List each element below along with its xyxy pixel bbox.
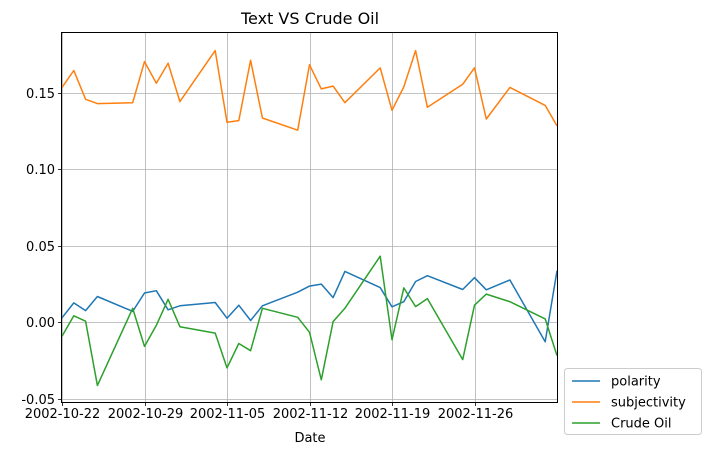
x-axis-label: Date xyxy=(294,431,325,446)
chart-title: Text VS Crude Oil xyxy=(240,9,379,28)
x-tick-label-4: 2002-11-19 xyxy=(355,407,431,422)
x-tick-label-1: 2002-10-29 xyxy=(108,407,184,422)
series-line-polarity xyxy=(61,270,558,343)
series-line-subjectivity xyxy=(61,49,558,131)
grid xyxy=(62,33,557,402)
x-tick-label-2: 2002-11-05 xyxy=(190,407,266,422)
x-axis: 2002-10-22 2002-10-29 2002-11-05 2002-11-12… xyxy=(25,402,514,422)
series-line-crude-oil xyxy=(61,255,558,387)
x-tick-label-5: 2002-11-26 xyxy=(438,407,514,422)
y-tick-label-4: 0.15 xyxy=(26,87,55,102)
y-tick-label-3: 0.10 xyxy=(26,163,55,178)
legend-label-subjectivity: subjectivity xyxy=(611,396,686,411)
legend: polarity subjectivity Crude Oil xyxy=(564,368,702,435)
x-tick-label-0: 2002-10-22 xyxy=(25,407,101,422)
legend-label-crude-oil: Crude Oil xyxy=(611,417,672,432)
legend-label-polarity: polarity xyxy=(611,375,661,390)
legend-box xyxy=(564,368,702,435)
y-axis: -0.05 0.00 0.05 0.10 0.15 xyxy=(21,87,62,408)
series-lines xyxy=(61,49,558,387)
y-tick-label-2: 0.05 xyxy=(26,240,55,255)
y-tick-label-0: -0.05 xyxy=(21,393,55,408)
y-tick-label-1: 0.00 xyxy=(26,316,55,331)
x-tick-label-3: 2002-11-12 xyxy=(273,407,349,422)
plot-frame xyxy=(61,32,558,403)
